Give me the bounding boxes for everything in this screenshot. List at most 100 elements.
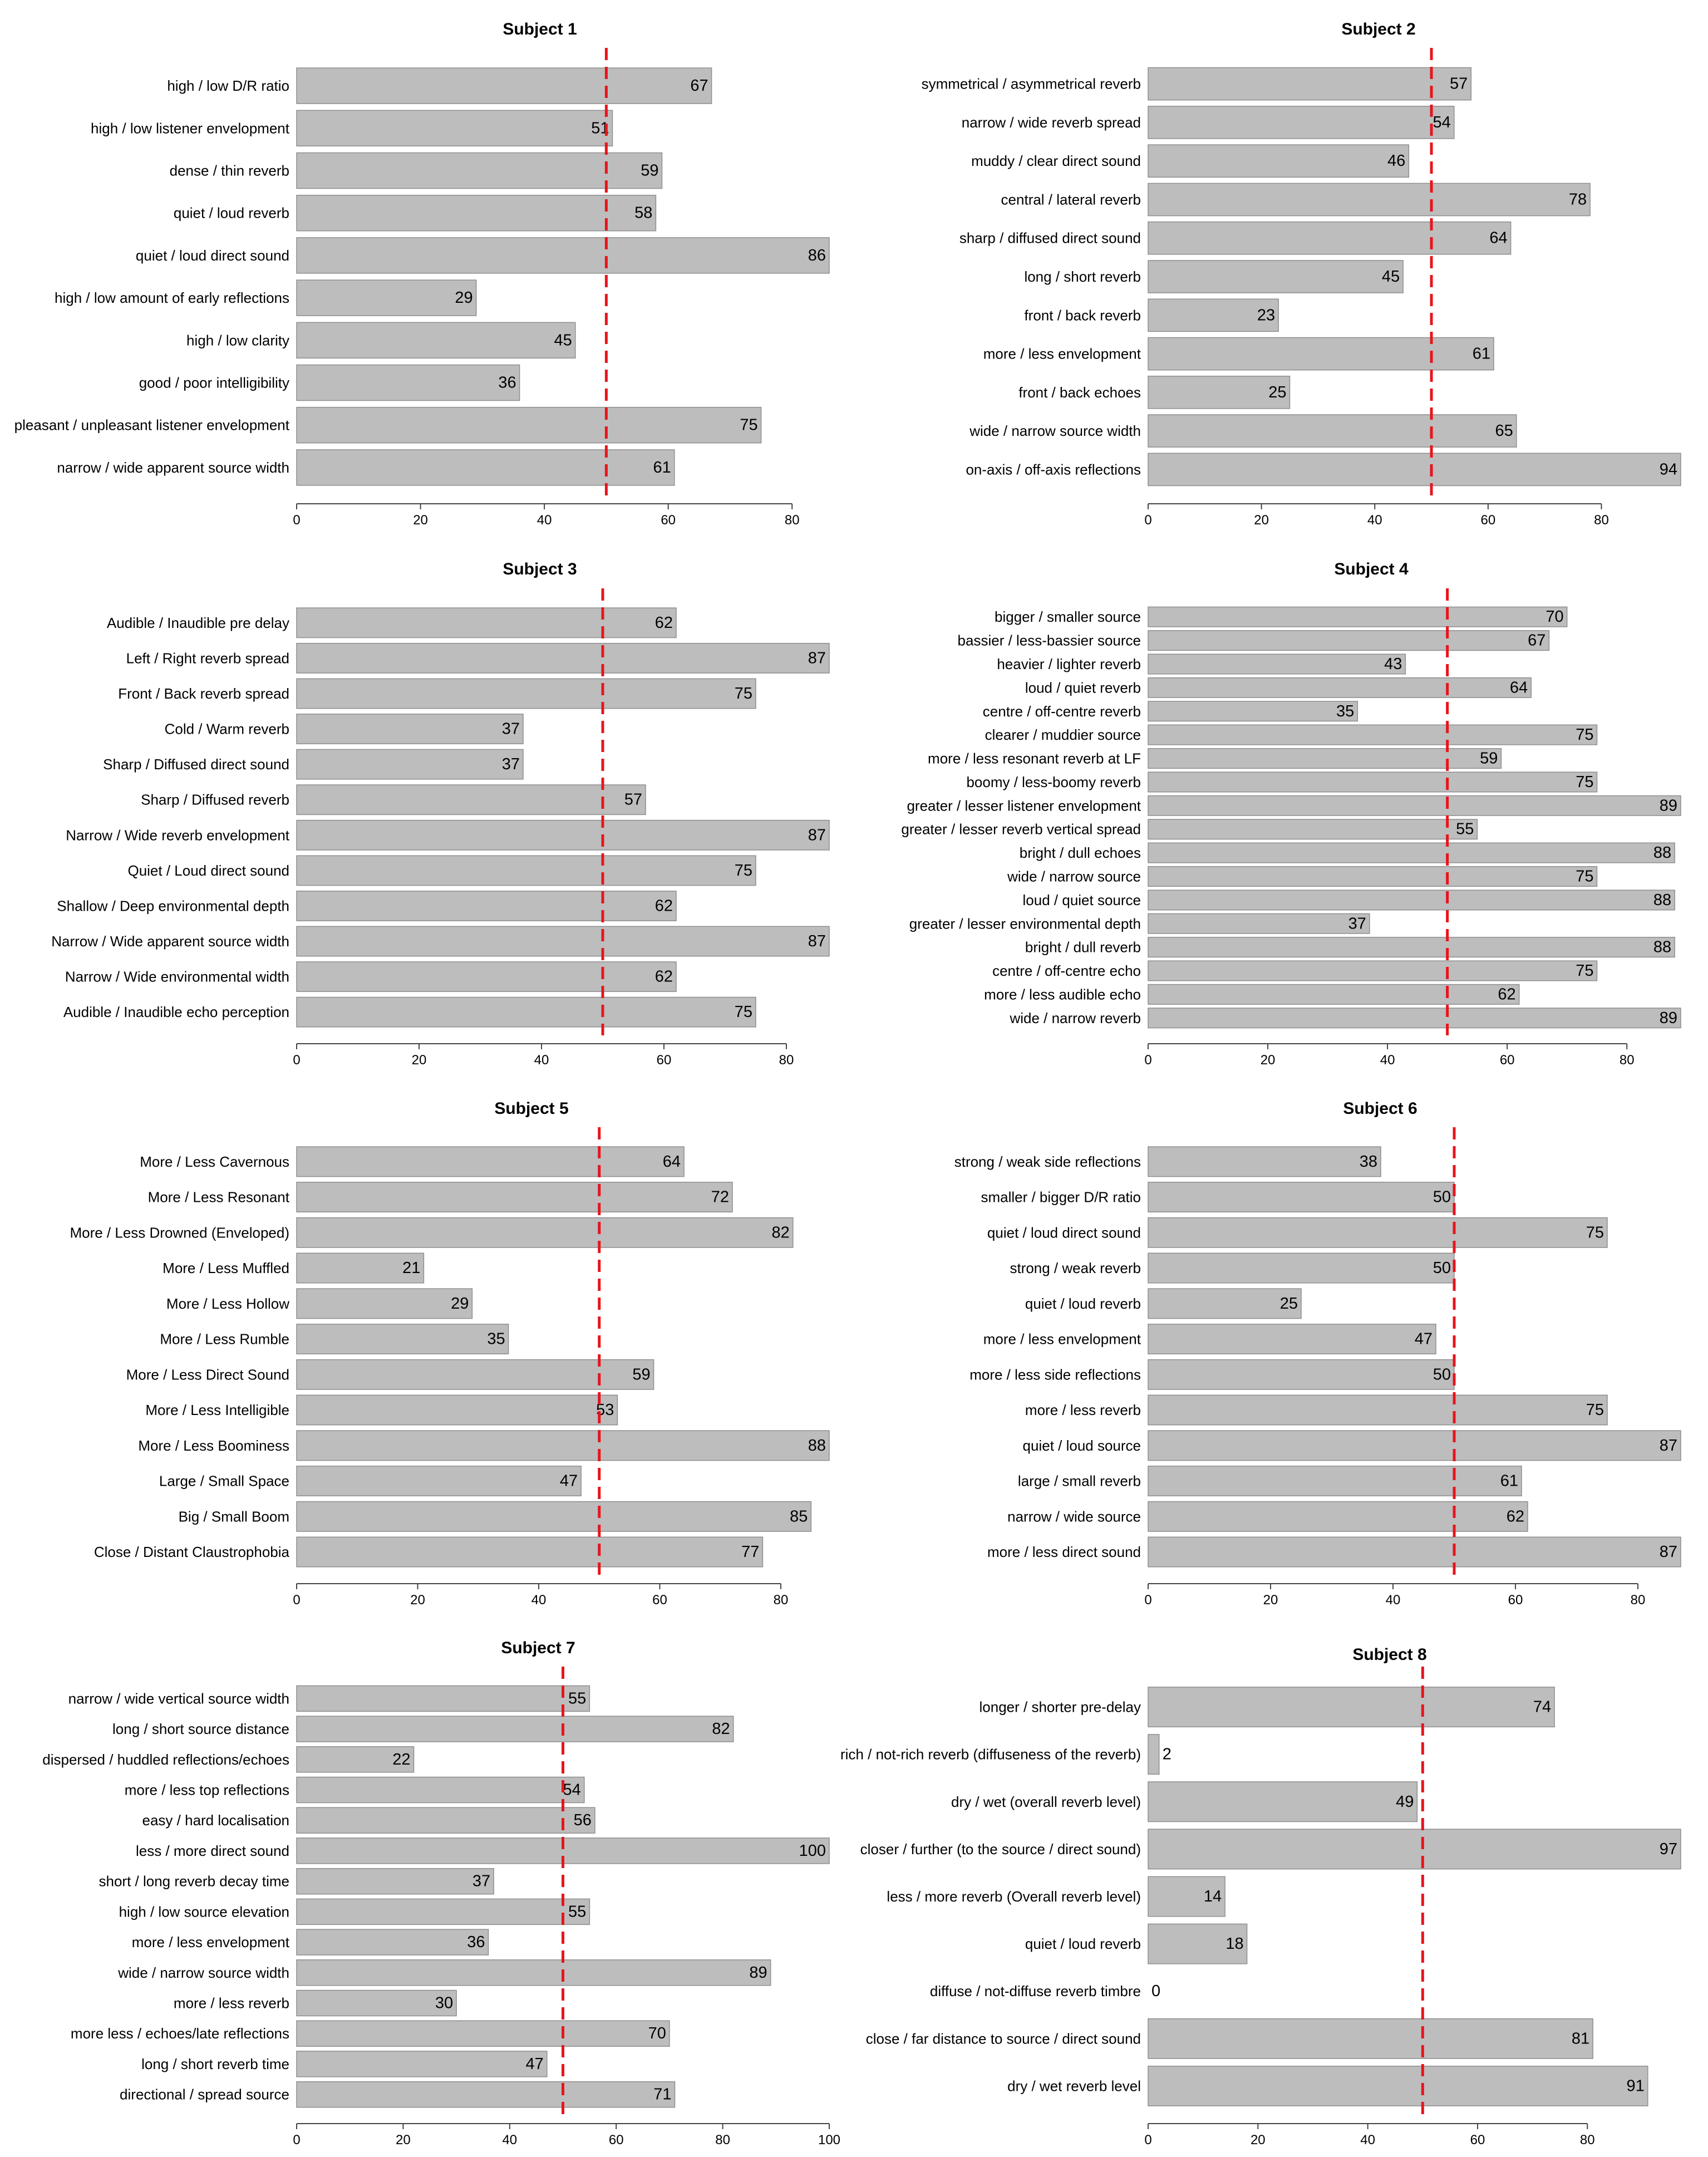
panel-title: Subject 5 <box>494 1099 568 1118</box>
category-label: Close / Distant Claustrophobia <box>94 1544 290 1560</box>
x-tick-label: 60 <box>1480 513 1495 528</box>
bar <box>1148 1923 1248 1964</box>
panel-title: Subject 6 <box>1343 1099 1417 1118</box>
x-tick-label: 60 <box>609 2133 624 2148</box>
value-label: 91 <box>1627 2077 1645 2095</box>
category-label: short / long reverb decay time <box>99 1873 290 1890</box>
bar <box>1148 1829 1681 1870</box>
x-tick-label: 80 <box>1631 1593 1646 1608</box>
value-label: 49 <box>1396 1793 1414 1811</box>
value-label: 54 <box>563 1781 581 1799</box>
x-tick-label: 20 <box>1261 1053 1276 1068</box>
category-label: more / less side reflections <box>969 1366 1141 1383</box>
bar <box>296 1746 415 1773</box>
bar <box>1148 890 1675 911</box>
x-tick-label: 80 <box>715 2133 730 2148</box>
value-label: 57 <box>624 791 642 809</box>
value-label: 88 <box>1653 891 1671 909</box>
bar <box>1148 748 1502 769</box>
x-tick-label: 100 <box>818 2133 840 2148</box>
bar <box>296 322 576 359</box>
x-tick-label: 60 <box>1508 1593 1523 1608</box>
x-tick-label: 20 <box>410 1593 425 1608</box>
x-tick-label: 40 <box>534 1053 549 1068</box>
category-label: front / back echoes <box>1018 384 1141 401</box>
bar <box>1148 1394 1608 1426</box>
value-label: 75 <box>1586 1401 1604 1419</box>
x-tick-label: 20 <box>413 513 428 528</box>
category-label: high / low clarity <box>186 332 289 348</box>
category-label: dispersed / huddled reflections/echoes <box>42 1751 289 1768</box>
value-label: 75 <box>1576 962 1593 980</box>
category-label: narrow / wide source <box>1007 1508 1141 1525</box>
value-label: 37 <box>472 1873 490 1890</box>
bar <box>1148 677 1532 698</box>
value-label: 72 <box>711 1188 729 1206</box>
bar <box>296 926 830 957</box>
value-label: 56 <box>574 1811 592 1829</box>
value-label: 100 <box>799 1842 826 1860</box>
category-label: bright / dull reverb <box>1025 939 1141 956</box>
bar <box>296 1868 494 1895</box>
x-tick-label: 0 <box>293 2133 300 2148</box>
value-label: 25 <box>1268 384 1286 401</box>
category-label: More / Less Drowned (Enveloped) <box>70 1224 289 1241</box>
subject-5-panel: Subject 5 More / Less Cavernous 64 More / L… <box>70 1099 830 1608</box>
value-label: 64 <box>1510 679 1528 696</box>
x-tick-label: 20 <box>1254 513 1269 528</box>
x-tick-label: 80 <box>779 1053 794 1068</box>
bar <box>1148 1359 1455 1390</box>
value-label: 62 <box>655 897 673 915</box>
value-label: 46 <box>1387 152 1405 170</box>
category-label: narrow / wide apparent source width <box>57 459 289 476</box>
bar <box>296 996 756 1028</box>
value-label: 55 <box>1456 820 1474 838</box>
value-label: 54 <box>1433 114 1451 131</box>
value-label: 88 <box>1653 844 1671 862</box>
category-label: on-axis / off-axis reflections <box>966 461 1141 478</box>
bar <box>296 1501 812 1532</box>
subject-2-panel: Subject 2 symmetrical / asymmetrical reve… <box>922 20 1681 528</box>
category-label: bright / dull echoes <box>1020 844 1141 861</box>
category-label: More / Less Muffled <box>163 1260 289 1276</box>
value-label: 82 <box>712 1720 730 1738</box>
bar <box>1148 724 1598 745</box>
bar <box>1148 984 1520 1005</box>
value-label: 50 <box>1433 1365 1451 1383</box>
bar <box>1148 414 1517 448</box>
bar <box>296 1716 734 1742</box>
value-label: 62 <box>655 614 673 632</box>
category-label: more / less top reflections <box>125 1782 289 1799</box>
panel-title: Subject 7 <box>501 1639 575 1657</box>
category-label: wide / narrow source width <box>969 422 1141 439</box>
bar <box>296 2081 676 2108</box>
category-label: directional / spread source <box>120 2086 289 2103</box>
category-label: Audible / Inaudible echo perception <box>63 1004 289 1020</box>
bar <box>296 1959 771 1986</box>
bar <box>296 1182 733 1213</box>
value-label: 62 <box>655 968 673 986</box>
bar <box>1148 630 1550 651</box>
value-label: 75 <box>735 685 752 702</box>
value-label: 87 <box>1660 1437 1677 1455</box>
value-label: 22 <box>392 1751 410 1768</box>
category-label: more / less resonant reverb at LF <box>928 750 1141 767</box>
bar <box>296 1430 830 1461</box>
value-label: 43 <box>1384 655 1402 673</box>
x-tick-label: 60 <box>657 1053 672 1068</box>
value-label: 62 <box>1507 1507 1524 1525</box>
bar <box>296 237 830 274</box>
category-label: Sharp / Diffused direct sound <box>103 756 289 773</box>
value-label: 89 <box>749 1964 767 1982</box>
value-label: 75 <box>1586 1224 1604 1241</box>
value-label: 75 <box>1576 773 1593 791</box>
category-label: more / less envelopment <box>983 1331 1141 1348</box>
value-label: 0 <box>1151 1982 1160 2000</box>
category-label: quiet / loud direct sound <box>136 247 289 264</box>
value-label: 64 <box>663 1153 681 1171</box>
bar <box>1148 144 1410 178</box>
category-label: pleasant / unpleasant listener envelopme… <box>14 417 290 434</box>
value-label: 77 <box>741 1543 759 1561</box>
x-tick-label: 0 <box>293 1593 300 1608</box>
bar <box>296 855 756 886</box>
